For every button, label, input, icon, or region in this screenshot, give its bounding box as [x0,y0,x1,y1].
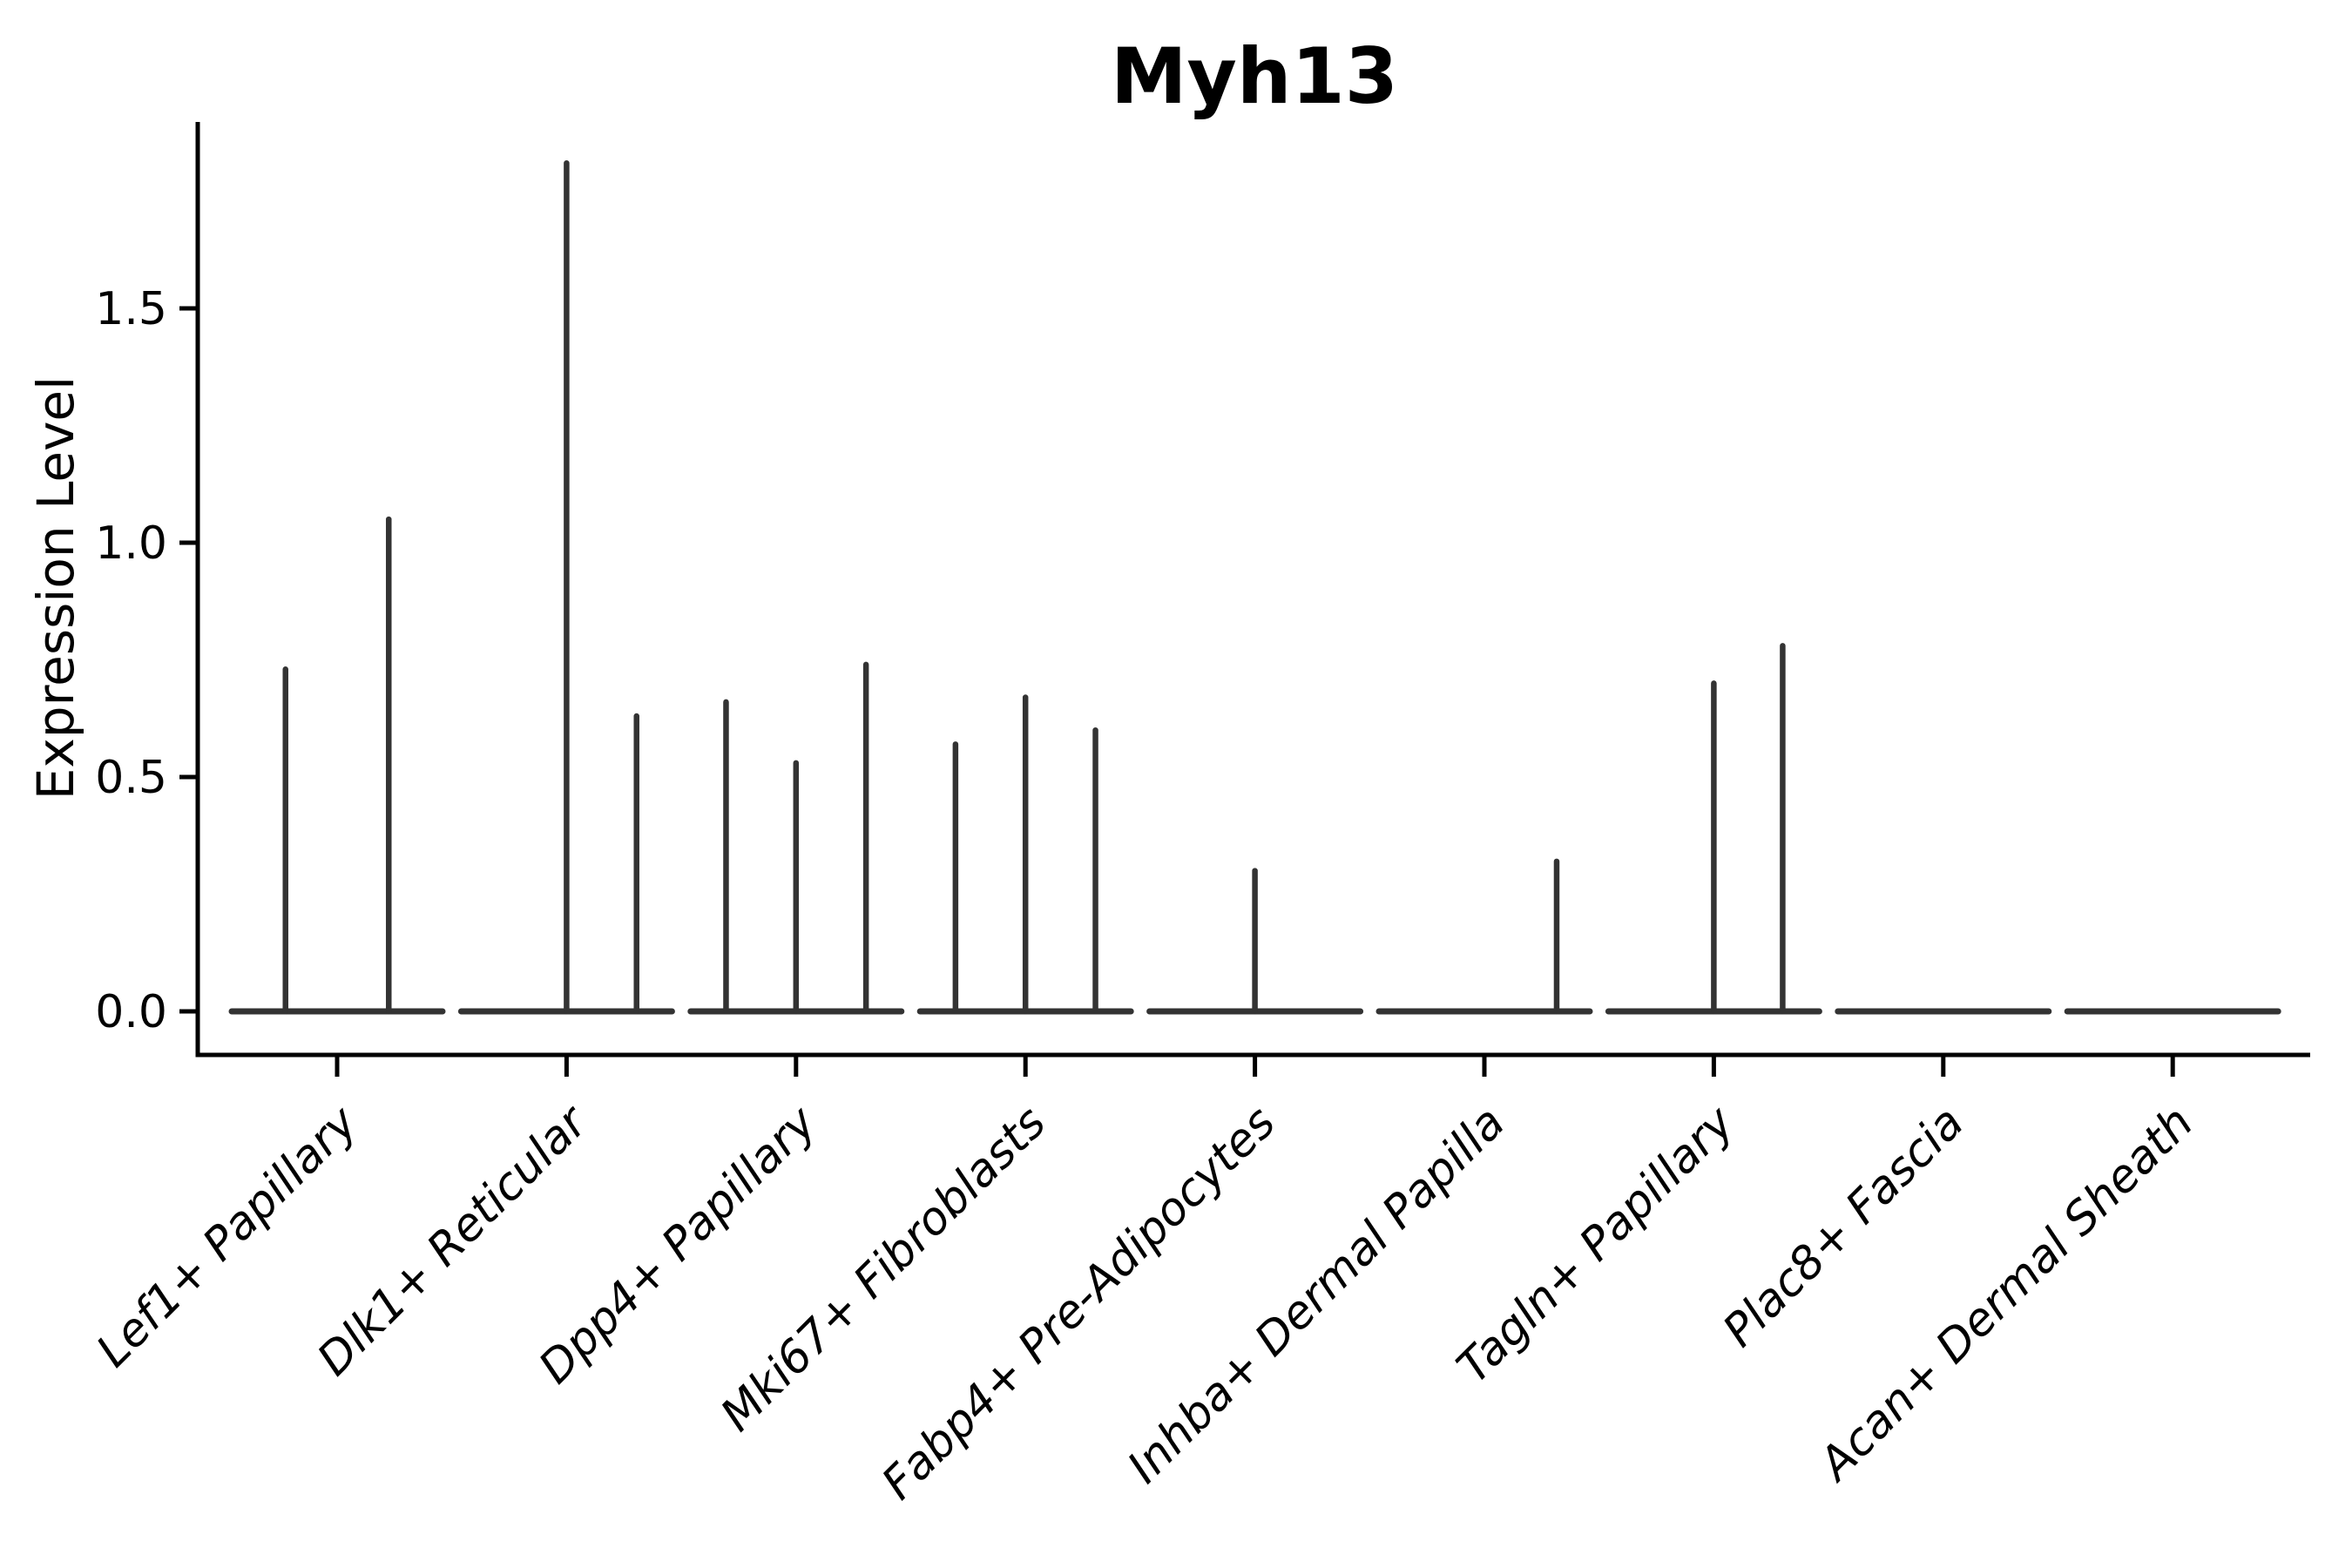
y-axis-ticks: 0.0 0.5 1.0 1.5 [95,283,200,1038]
violin [916,694,1134,1015]
violin [1605,643,1822,1015]
violin [457,159,675,1015]
violin [1146,868,1364,1015]
y-tick-label: 0.0 [95,986,167,1038]
x-tick-label: Plac8+ Fascia [1713,1097,1974,1357]
chart-title: Myh13 [1111,31,1398,121]
x-axis-ticks [335,1055,2175,1077]
violin [1375,858,1593,1015]
violin [228,516,446,1015]
violins-group [228,159,2281,1015]
y-tick-label: 0.5 [95,752,167,804]
x-tick-label: Inhba+ Dermal Papilla [1118,1097,1515,1494]
y-tick-label: 1.0 [95,517,167,570]
y-tick-label: 1.5 [95,283,167,335]
y-axis-label: Expression Level [26,376,85,800]
violin [687,661,905,1015]
x-tick-label: Fabp4+ Pre-Adipocytes [872,1097,1286,1511]
x-tick-label: Acan+ Dermal Sheath [1808,1097,2203,1492]
